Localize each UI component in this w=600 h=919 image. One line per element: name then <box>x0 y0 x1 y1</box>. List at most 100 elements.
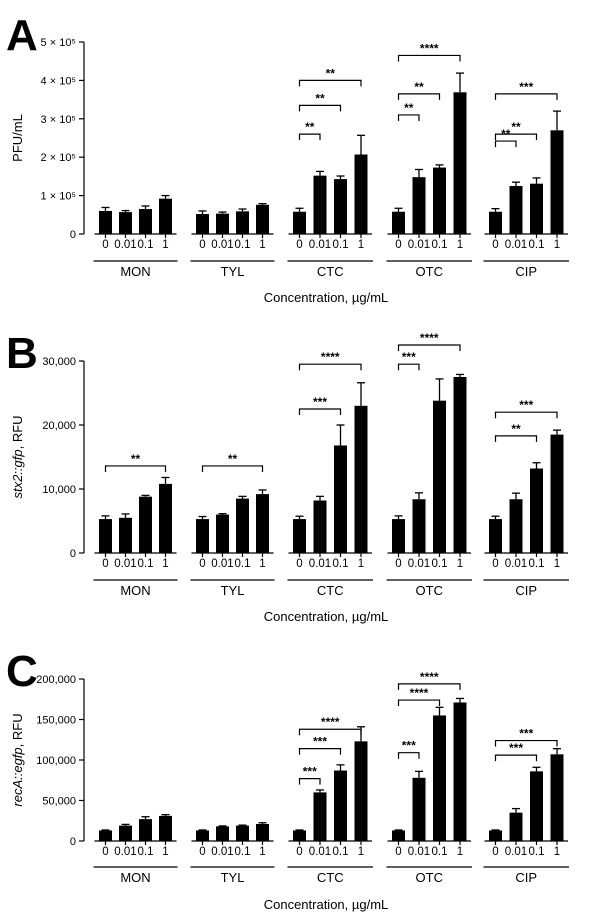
y-axis-title-italic: recA::egfp <box>10 747 25 806</box>
group-label: TYL <box>221 264 245 279</box>
x-tick-label: 0 <box>102 239 108 251</box>
significance-bracket <box>298 778 321 785</box>
bar <box>256 823 269 841</box>
x-tick-label: 0 <box>199 558 205 570</box>
bar <box>256 204 269 234</box>
x-tick-label: 1 <box>358 846 364 858</box>
y-tick-label: 3 × 10⁵ <box>41 114 76 126</box>
bar <box>236 825 249 841</box>
group-label: OTC <box>416 264 443 279</box>
significance-stars: **** <box>420 670 439 684</box>
significance-stars: ** <box>131 452 141 466</box>
significance-stars: *** <box>519 398 533 412</box>
significance-bracket <box>298 408 342 415</box>
panel-letter: B <box>6 329 38 378</box>
bar <box>334 770 347 841</box>
bar <box>334 445 347 553</box>
bar <box>550 754 564 841</box>
x-tick-label: 1 <box>457 846 463 858</box>
group-label: OTC <box>416 583 443 598</box>
x-tick-label: 1 <box>358 558 364 570</box>
significance-bracket <box>397 699 441 707</box>
significance-bracket <box>397 54 461 62</box>
y-tick-label: 0 <box>70 229 76 241</box>
bar <box>530 183 543 234</box>
bar <box>216 514 229 553</box>
bar <box>354 154 368 234</box>
significance-stars: ** <box>315 91 325 105</box>
significance-stars: ** <box>511 422 521 436</box>
bar <box>196 519 209 553</box>
x-tick-label: 0 <box>296 558 302 570</box>
bar <box>530 771 543 841</box>
x-tick-label: 0.1 <box>138 558 154 570</box>
significance-stars: *** <box>402 739 416 753</box>
bar <box>293 830 306 841</box>
significance-bracket <box>494 411 558 419</box>
significance-stars: ** <box>305 120 315 134</box>
y-axis-title: PFU/mL <box>10 114 25 162</box>
x-tick-label: 1 <box>259 239 265 251</box>
x-tick-label: 0 <box>395 846 401 858</box>
bar <box>159 483 172 553</box>
x-tick-label: 1 <box>162 846 168 858</box>
x-tick-label: 0.01 <box>408 846 430 858</box>
x-tick-label: 0.01 <box>114 558 136 570</box>
significance-bracket <box>397 752 420 759</box>
significance-stars: *** <box>313 395 327 409</box>
panel-letter: C <box>6 647 38 696</box>
x-tick-label: 0.01 <box>309 846 331 858</box>
x-tick-label: 1 <box>259 846 265 858</box>
bar <box>159 815 172 841</box>
x-tick-label: 0.1 <box>333 558 349 570</box>
group-label: CIP <box>515 870 537 885</box>
x-tick-label: 0.01 <box>505 846 527 858</box>
significance-bracket <box>494 435 538 442</box>
panel-letter: A <box>6 11 38 60</box>
x-tick-label: 0.01 <box>211 846 233 858</box>
bar <box>236 211 249 234</box>
x-tick-label: 0.01 <box>211 558 233 570</box>
bar <box>509 812 523 841</box>
bar <box>119 825 132 841</box>
y-tick-label: 200,000 <box>36 674 76 686</box>
x-tick-label: 0.1 <box>333 239 349 251</box>
significance-bracket <box>298 79 362 87</box>
x-tick-label: 0.01 <box>114 239 136 251</box>
y-tick-label: 0 <box>70 548 76 560</box>
y-tick-label: 2 × 10⁵ <box>41 152 76 164</box>
x-axis-title: Concentration, µg/mL <box>264 290 389 305</box>
x-tick-label: 0.1 <box>138 239 154 251</box>
chart-panel-C: C0 50,000 100,000 150,000 200,000recA::egfp,… <box>6 647 569 912</box>
bar <box>119 517 132 553</box>
group-label: CTC <box>317 870 344 885</box>
significance-bracket <box>298 133 321 141</box>
x-tick-label: 0.1 <box>235 558 251 570</box>
x-tick-label: 0 <box>492 846 498 858</box>
group-label: MON <box>120 870 150 885</box>
group-label: CIP <box>515 264 537 279</box>
bar <box>354 405 368 553</box>
x-tick-label: 0.01 <box>408 239 430 251</box>
significance-stars: *** <box>519 727 533 741</box>
significance-bracket <box>397 93 441 100</box>
significance-bracket <box>397 344 461 351</box>
bar <box>139 819 152 841</box>
y-tick-label: 150,000 <box>36 715 76 727</box>
x-tick-label: 0.1 <box>432 558 448 570</box>
significance-stars: *** <box>509 741 523 755</box>
bar <box>216 213 229 234</box>
group-label: TYL <box>221 870 245 885</box>
bar <box>99 210 112 234</box>
x-tick-label: 1 <box>554 558 560 570</box>
x-tick-label: 0 <box>199 846 205 858</box>
significance-bracket <box>298 728 362 736</box>
x-tick-label: 0.1 <box>138 846 154 858</box>
y-tick-label: 0 <box>70 836 76 848</box>
bar <box>433 715 446 841</box>
bar <box>159 198 172 234</box>
bar <box>412 177 426 234</box>
group-label: OTC <box>416 870 443 885</box>
